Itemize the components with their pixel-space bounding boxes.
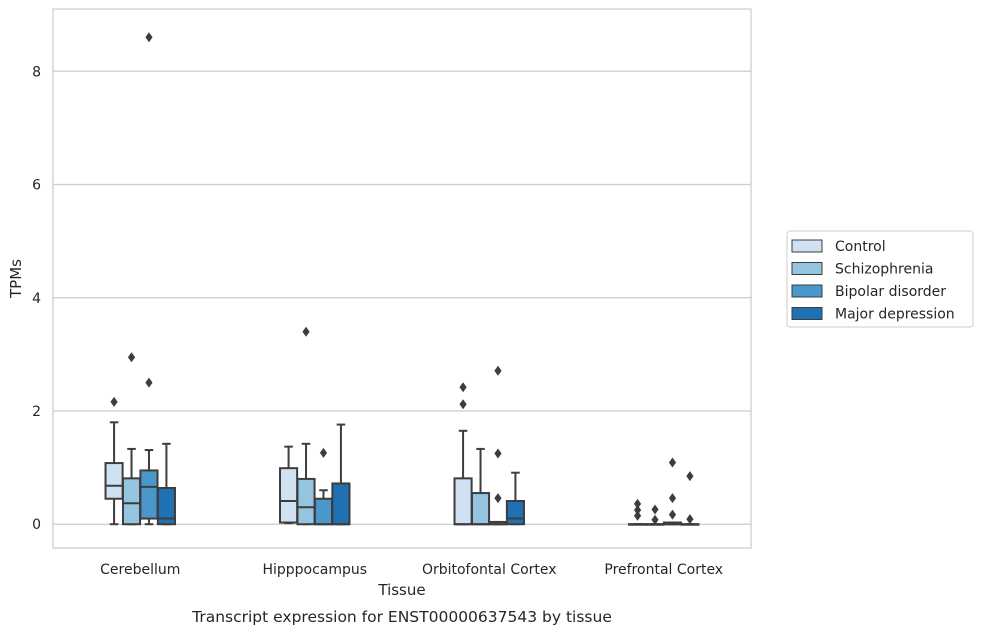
y-tick-labels: 0 2 4 6 8 — [32, 64, 41, 533]
box-bipolar-disorder — [662, 457, 683, 526]
outlier-point — [686, 471, 694, 482]
box-major-depression — [680, 471, 700, 526]
grid-lines — [53, 70, 751, 525]
box-major-depression — [331, 423, 351, 526]
legend-frame — [786, 230, 974, 328]
outlier-point — [494, 365, 502, 376]
box-bipolar-disorder — [139, 32, 159, 526]
x-tick-label: Cerebellum — [100, 562, 180, 578]
x-tick-label: Hipppocampus — [262, 562, 367, 578]
outlier-point — [651, 504, 659, 515]
x-tick-label: Orbitofontal Cortex — [422, 562, 557, 578]
legend-label: Bipolar disorder — [835, 284, 946, 300]
outlier-point — [494, 493, 502, 504]
box-control — [453, 382, 473, 526]
outlier-point — [459, 399, 467, 410]
y-tick-label: 6 — [32, 178, 41, 194]
x-tick-label: Prefrontal Cortex — [604, 562, 723, 578]
y-tick-label: 0 — [32, 517, 41, 533]
iqr-box — [156, 486, 176, 526]
plot-frame — [52, 8, 752, 549]
box-major-depression — [156, 442, 176, 526]
legend-swatch — [791, 284, 823, 298]
box-control — [628, 498, 648, 526]
iqr-box — [331, 482, 351, 526]
boxes — [104, 32, 700, 526]
outlier-point — [668, 493, 677, 504]
iqr-box — [453, 477, 473, 526]
outlier-point — [459, 382, 467, 393]
legend-swatch — [791, 307, 823, 320]
legend-swatch — [791, 262, 823, 275]
outlier-point — [302, 326, 310, 337]
legend: Control Schizophrenia Bipolar disorder Majo… — [786, 230, 974, 328]
legend-swatch — [791, 239, 823, 253]
outlier-point — [633, 498, 642, 509]
iqr-box — [313, 497, 334, 526]
iqr-box — [104, 462, 124, 500]
y-axis-label: TPMs — [7, 259, 25, 299]
y-tick-label: 8 — [32, 64, 41, 80]
x-tick-labels: Cerebellum Hipppocampus Orbitofontal Corte… — [100, 562, 723, 578]
iqr-box — [139, 469, 159, 520]
legend-label: Schizophrenia — [835, 262, 933, 278]
box-bipolar-disorder — [488, 365, 508, 526]
outlier-point — [145, 32, 153, 43]
outlier-point — [668, 457, 677, 468]
chart-caption: Transcript expression for ENST0000063754… — [191, 608, 612, 626]
outlier-point — [319, 447, 328, 458]
y-tick-label: 2 — [32, 404, 41, 420]
iqr-box — [505, 500, 525, 526]
iqr-box — [296, 477, 316, 526]
outlier-point — [145, 377, 153, 388]
outlier-point — [633, 510, 642, 521]
iqr-box — [470, 492, 491, 526]
outlier-point — [668, 509, 677, 520]
outlier-point — [651, 514, 659, 525]
iqr-box — [121, 477, 142, 526]
outlier-point — [494, 448, 502, 459]
box-control — [279, 445, 299, 525]
outlier-point — [110, 396, 118, 407]
outlier-point — [633, 505, 642, 516]
box-schizophrenia — [121, 352, 142, 526]
outlier-point — [686, 514, 694, 525]
box-schizophrenia — [470, 447, 491, 526]
box-control — [104, 396, 124, 526]
x-axis-label: Tissue — [377, 581, 425, 599]
box-schizophrenia — [645, 504, 665, 526]
iqr-box — [279, 467, 299, 524]
legend-label: Control — [835, 239, 886, 255]
box-major-depression — [505, 471, 525, 526]
box-schizophrenia — [296, 326, 316, 526]
outlier-point — [127, 352, 136, 363]
box-bipolar-disorder — [313, 447, 334, 526]
y-tick-label: 4 — [32, 291, 41, 307]
legend-label: Major depression — [835, 307, 955, 323]
